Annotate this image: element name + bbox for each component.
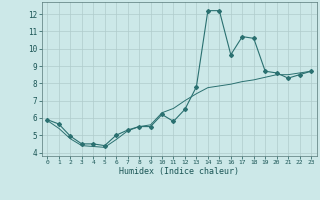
X-axis label: Humidex (Indice chaleur): Humidex (Indice chaleur)	[119, 167, 239, 176]
